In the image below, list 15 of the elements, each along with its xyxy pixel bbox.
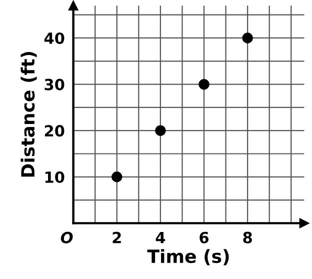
point	[155, 125, 166, 136]
x-tick-label: 8	[243, 232, 252, 244]
y-axis-title: Distance (ft)	[20, 52, 37, 177]
y-tick-label: 30	[44, 78, 64, 90]
y-tick-label: 20	[44, 125, 64, 137]
point	[198, 78, 210, 90]
y-tick-label: 40	[44, 32, 64, 44]
point	[242, 32, 253, 44]
x-tick-label: 6	[200, 232, 208, 244]
y-tick-label: 10	[45, 171, 64, 183]
x-tick-label: 2	[112, 232, 121, 244]
x-tick-label: 4	[156, 232, 166, 244]
point	[112, 172, 122, 182]
x-tick-label: O	[60, 232, 73, 244]
x-axis-title: Time (s)	[147, 249, 229, 266]
